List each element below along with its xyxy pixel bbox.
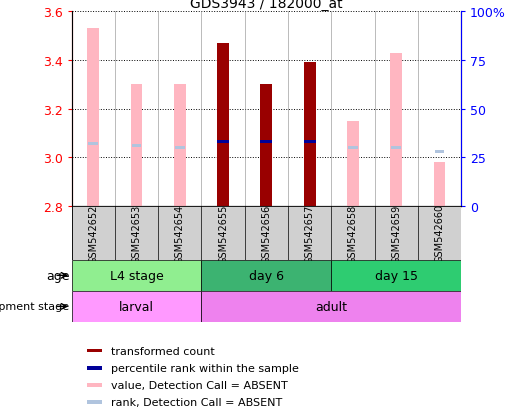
Bar: [72, 291, 201, 322]
Bar: [435, 151, 444, 154]
Text: GSM542653: GSM542653: [131, 204, 142, 263]
Text: rank, Detection Call = ABSENT: rank, Detection Call = ABSENT: [111, 397, 282, 407]
Text: GSM542660: GSM542660: [435, 204, 445, 263]
Bar: [434, 163, 445, 206]
Text: age: age: [46, 269, 69, 282]
Text: GSM542658: GSM542658: [348, 204, 358, 263]
Bar: [347, 121, 359, 206]
Text: development stage: development stage: [0, 301, 69, 312]
Text: day 6: day 6: [249, 269, 284, 282]
Bar: [174, 85, 185, 206]
Text: value, Detection Call = ABSENT: value, Detection Call = ABSENT: [111, 380, 287, 390]
Bar: [87, 366, 102, 370]
Bar: [348, 147, 358, 150]
Bar: [130, 85, 143, 206]
Bar: [175, 147, 184, 150]
Text: L4 stage: L4 stage: [110, 269, 163, 282]
Text: GSM542659: GSM542659: [391, 204, 401, 263]
Bar: [89, 143, 98, 146]
Bar: [391, 147, 401, 150]
Text: day 15: day 15: [375, 269, 418, 282]
Bar: [217, 44, 229, 206]
Text: GSM542656: GSM542656: [261, 204, 271, 263]
Bar: [260, 141, 272, 144]
Text: GSM542654: GSM542654: [175, 204, 185, 263]
Bar: [201, 291, 461, 322]
Text: GSM542657: GSM542657: [305, 204, 315, 263]
Bar: [87, 401, 102, 404]
Bar: [304, 63, 315, 206]
Title: GDS3943 / 182000_at: GDS3943 / 182000_at: [190, 0, 342, 12]
Text: adult: adult: [315, 300, 347, 313]
Text: percentile rank within the sample: percentile rank within the sample: [111, 363, 298, 373]
Bar: [87, 29, 99, 206]
Text: GSM542652: GSM542652: [88, 204, 98, 263]
Bar: [260, 85, 272, 206]
Bar: [131, 145, 142, 148]
Bar: [331, 260, 461, 291]
Bar: [72, 260, 201, 291]
Bar: [201, 260, 331, 291]
Bar: [217, 141, 229, 144]
Text: GSM542655: GSM542655: [218, 204, 228, 263]
Text: larval: larval: [119, 300, 154, 313]
Bar: [87, 349, 102, 353]
Bar: [304, 141, 315, 144]
Text: transformed count: transformed count: [111, 346, 214, 356]
Bar: [390, 54, 402, 206]
Bar: [87, 383, 102, 387]
